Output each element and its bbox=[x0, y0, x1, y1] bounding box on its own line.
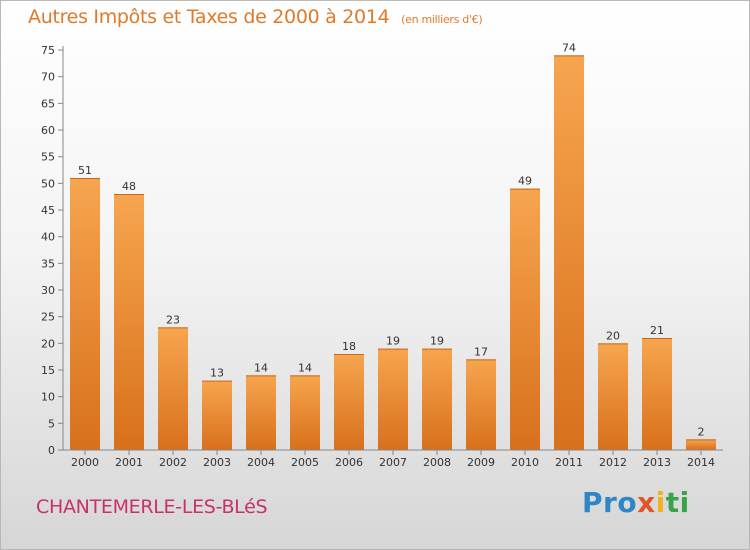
bar bbox=[510, 188, 540, 450]
data-label: 23 bbox=[166, 313, 180, 326]
y-tick-label: 75 bbox=[41, 44, 55, 57]
bar bbox=[158, 327, 188, 450]
y-tick-label: 70 bbox=[41, 71, 55, 84]
data-label: 14 bbox=[298, 361, 312, 374]
data-label: 49 bbox=[518, 175, 532, 188]
data-label: 20 bbox=[606, 329, 620, 342]
y-tick-label: 65 bbox=[41, 97, 55, 110]
x-tick-label: 2002 bbox=[159, 456, 187, 469]
y-tick-label: 55 bbox=[41, 151, 55, 164]
data-label: 14 bbox=[254, 361, 268, 374]
data-label: 17 bbox=[474, 345, 488, 358]
data-label: 2 bbox=[698, 425, 705, 438]
bar bbox=[290, 375, 320, 450]
x-tick-label: 2010 bbox=[511, 456, 539, 469]
logo-part: Pro bbox=[582, 486, 638, 519]
bar bbox=[466, 359, 496, 450]
y-tick-label: 50 bbox=[41, 177, 55, 190]
bar bbox=[598, 343, 628, 450]
y-tick-label: 10 bbox=[41, 391, 55, 404]
proxiti-logo: Proxiti bbox=[582, 486, 690, 519]
bars-layer: 51 48 23 13 14 14 18 19 19 17 49 74 20 21 2 bbox=[70, 41, 716, 450]
bar bbox=[686, 439, 716, 450]
chart-title: Autres Impôts et Taxes de 2000 à 2014 bbox=[28, 6, 390, 28]
data-label: 18 bbox=[342, 340, 356, 353]
data-label: 21 bbox=[650, 324, 664, 337]
x-tick-label: 2011 bbox=[555, 456, 583, 469]
x-tick-label: 2008 bbox=[423, 456, 451, 469]
y-tick-label: 30 bbox=[41, 284, 55, 297]
data-label: 74 bbox=[562, 41, 576, 54]
bar bbox=[70, 178, 100, 450]
logo-part: i bbox=[655, 486, 666, 519]
x-tick-label: 2001 bbox=[115, 456, 143, 469]
x-tick-label: 2003 bbox=[203, 456, 231, 469]
bar bbox=[334, 354, 364, 450]
y-tick-label: 25 bbox=[41, 311, 55, 324]
x-tick-label: 2005 bbox=[291, 456, 319, 469]
y-tick-label: 15 bbox=[41, 364, 55, 377]
bar bbox=[114, 194, 144, 450]
y-tick-label: 35 bbox=[41, 257, 55, 270]
y-tick-label: 0 bbox=[48, 444, 55, 457]
y-tick-label: 45 bbox=[41, 204, 55, 217]
x-tick-label: 2006 bbox=[335, 456, 363, 469]
x-tick-label: 2013 bbox=[643, 456, 671, 469]
x-tick-label: 2009 bbox=[467, 456, 495, 469]
bar bbox=[378, 348, 408, 450]
x-tick-label: 2012 bbox=[599, 456, 627, 469]
y-tick-label: 20 bbox=[41, 337, 55, 350]
bar bbox=[642, 338, 672, 450]
x-tick-label: 2014 bbox=[687, 456, 715, 469]
data-label: 13 bbox=[210, 367, 224, 380]
axes-layer: 0 5 10 15 20 25 30 35 40 45 50 55 60 65 70 75 2000 2001 20… bbox=[41, 44, 723, 469]
data-label: 19 bbox=[386, 335, 400, 348]
logo-part: x bbox=[637, 486, 656, 519]
location-name: CHANTEMERLE-LES-BLéS bbox=[36, 496, 268, 518]
bar bbox=[202, 380, 232, 450]
data-label: 48 bbox=[122, 180, 136, 193]
data-label: 19 bbox=[430, 335, 444, 348]
logo-part: ti bbox=[665, 486, 690, 519]
data-label: 51 bbox=[78, 164, 92, 177]
y-tick-label: 40 bbox=[41, 231, 55, 244]
chart-subtitle: (en milliers d'€) bbox=[401, 13, 483, 26]
x-tick-label: 2004 bbox=[247, 456, 275, 469]
bar bbox=[554, 55, 584, 450]
x-tick-label: 2000 bbox=[71, 456, 99, 469]
bar bbox=[422, 348, 452, 450]
x-tick-label: 2007 bbox=[379, 456, 407, 469]
y-tick-label: 5 bbox=[48, 417, 55, 430]
y-tick-label: 60 bbox=[41, 124, 55, 137]
bar bbox=[246, 375, 276, 450]
chart-title-block: Autres Impôts et Taxes de 2000 à 2014 (e… bbox=[28, 6, 483, 28]
